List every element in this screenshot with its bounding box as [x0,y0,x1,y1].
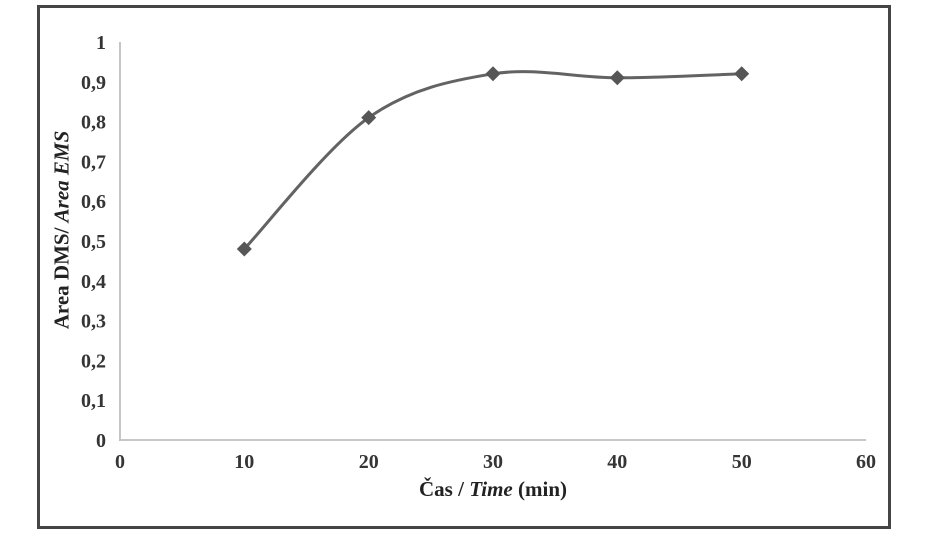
y-tick-label: 0,5 [81,231,106,253]
x-axis-title-normal-post: (min) [512,477,567,501]
y-axis-title-italic: Area EMS [49,130,74,223]
x-tick-label: 20 [359,451,379,473]
data-point-marker [734,66,750,82]
y-tick-label: 1 [96,32,106,54]
x-tick-label: 60 [856,451,876,473]
data-point-marker [361,110,377,126]
x-tick-label: 40 [607,451,627,473]
x-axis-title: Čas / Time (min) [419,477,567,502]
y-axis-title-normal: Area DMS/ [49,222,74,330]
chart-frame [37,5,891,529]
x-tick-label: 50 [732,451,752,473]
y-tick-label: 0,6 [81,191,106,213]
x-axis-title-normal-pre: Čas / [419,477,470,501]
y-axis-title: Area DMS/ Area EMS [50,131,75,330]
y-tick-label: 0,9 [81,72,106,94]
series-curve [242,70,744,251]
y-tick-label: 0,2 [81,350,106,372]
y-tick-label: 0 [96,430,106,452]
data-point-marker [236,241,252,257]
data-point-marker [485,66,501,82]
y-tick-label: 0,8 [81,112,106,134]
y-tick-label: 0,3 [81,311,106,333]
y-tick-label: 0,7 [81,151,106,173]
x-tick-label: 30 [483,451,503,473]
data-point-marker [609,70,625,86]
y-tick-label: 0,1 [81,390,106,412]
x-axis-title-italic: Time [469,477,513,501]
x-tick-label: 0 [115,451,125,473]
y-tick-label: 0,4 [81,271,106,293]
x-tick-label: 10 [234,451,254,473]
